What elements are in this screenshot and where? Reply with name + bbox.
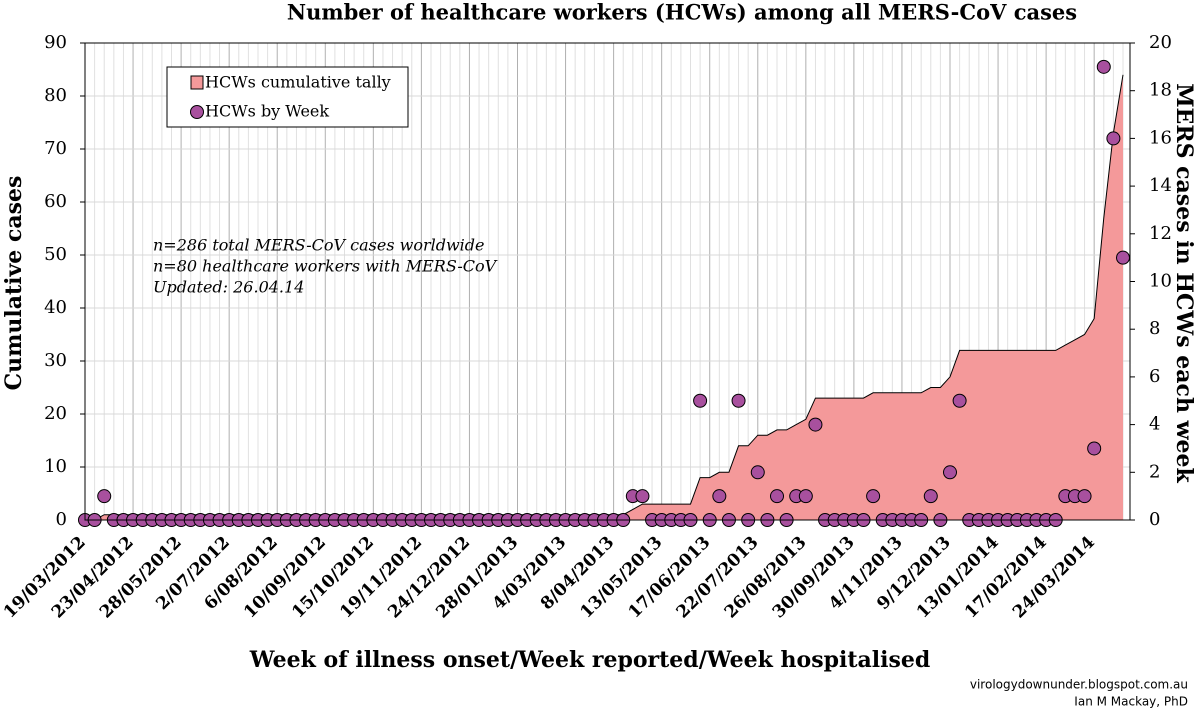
- y2-tick-label: 8: [1149, 318, 1160, 339]
- point: [770, 489, 784, 504]
- point: [1106, 131, 1121, 146]
- point: [731, 393, 746, 408]
- point: [808, 417, 823, 432]
- y2-tick-label: 2: [1149, 461, 1160, 482]
- y2-tick-label: 16: [1149, 127, 1172, 148]
- y-tick-label: 90: [44, 32, 67, 53]
- x-axis-title: Week of illness onset/Week reported/Week…: [249, 647, 930, 673]
- y2-tick-label: 18: [1149, 80, 1172, 101]
- annotation: n=286 total MERS-CoV cases worldwide: [153, 236, 484, 255]
- y2-tick-label: 6: [1149, 366, 1160, 387]
- x-tick-label: 19/03/2012: [0, 533, 90, 623]
- y-tick-label: 20: [44, 403, 67, 424]
- y-tick-label: 80: [44, 85, 67, 106]
- point: [1077, 489, 1092, 504]
- point: [1087, 441, 1102, 456]
- legend-label: HCWs by Week: [205, 102, 329, 121]
- y2-axis-title: MERS cases in HCWs each week: [1171, 83, 1197, 483]
- y-tick-label: 60: [44, 191, 67, 212]
- annotation: n=80 healthcare workers with MERS-CoV: [153, 257, 498, 276]
- point: [866, 489, 881, 504]
- y2-tick-label: 0: [1149, 509, 1160, 530]
- y-tick-label: 50: [44, 244, 67, 265]
- y-tick-label: 10: [44, 456, 67, 477]
- y2-tick-label: 20: [1149, 32, 1172, 53]
- y-tick-label: 0: [56, 509, 67, 530]
- legend-label: HCWs cumulative tally: [205, 73, 391, 92]
- y-tick-label: 70: [44, 138, 67, 159]
- point: [1116, 250, 1130, 265]
- point: [952, 393, 967, 408]
- y-tick-label: 40: [44, 297, 67, 318]
- credit: virologydownunder.blogspot.com.au: [970, 678, 1188, 692]
- point: [750, 465, 765, 480]
- annotation: Updated: 26.04.14: [153, 278, 304, 297]
- y2-tick-label: 4: [1149, 414, 1160, 435]
- legend-box: [166, 66, 409, 128]
- point: [693, 393, 708, 408]
- legend-swatch: [190, 75, 204, 90]
- point: [712, 489, 727, 504]
- y2-tick-label: 14: [1149, 175, 1172, 196]
- area: [85, 74, 1123, 521]
- point: [635, 489, 650, 504]
- y-tick-label: 30: [44, 350, 67, 371]
- point: [1096, 59, 1111, 74]
- y-axis-title: Cumulative cases: [1, 176, 27, 391]
- y2-tick-label: 12: [1149, 223, 1172, 244]
- credit: Ian M Mackay, PhD: [1074, 695, 1188, 709]
- point: [798, 489, 813, 504]
- y2-tick-label: 10: [1149, 271, 1172, 292]
- chart-title: Number of healthcare workers (HCWs) amon…: [287, 0, 1077, 25]
- point: [923, 489, 938, 504]
- plot-frame: [84, 42, 1131, 521]
- point: [97, 489, 112, 504]
- legend-swatch: [190, 105, 204, 119]
- point: [943, 465, 957, 480]
